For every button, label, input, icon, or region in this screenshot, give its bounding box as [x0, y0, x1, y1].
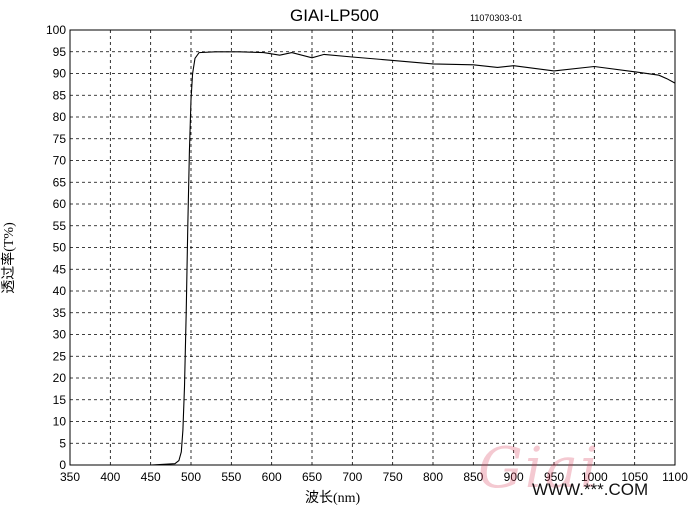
grid-lines	[70, 30, 675, 465]
x-tick-label: 1000	[581, 470, 608, 484]
watermark-logo: Giai	[478, 436, 600, 501]
y-tick-label: 85	[53, 88, 67, 102]
y-tick-label: 40	[53, 284, 67, 298]
y-tick-label: 75	[53, 132, 67, 146]
y-axis-label: 透过率(T%)	[2, 222, 17, 294]
x-tick-label: 500	[181, 470, 201, 484]
y-tick-label: 30	[53, 328, 67, 342]
x-tick-label: 900	[504, 470, 524, 484]
y-tick-label: 35	[53, 306, 67, 320]
x-tick-label: 700	[342, 470, 362, 484]
y-tick-label: 90	[53, 67, 67, 81]
x-tick-labels: 350 400 450 500 550 600 650 700 750 800 850 900 950 1…	[60, 470, 688, 484]
y-tick-label: 50	[53, 241, 67, 255]
y-tick-label: 60	[53, 197, 67, 211]
y-tick-label: 25	[53, 349, 67, 363]
x-tick-label: 800	[423, 470, 443, 484]
x-tick-label: 1050	[621, 470, 648, 484]
y-tick-label: 45	[53, 262, 67, 276]
chart-code: 11070303-01	[470, 13, 523, 23]
y-tick-label: 20	[53, 371, 67, 385]
chart-title: GIAI-LP500	[290, 6, 379, 25]
transmission-series-line	[70, 51, 676, 466]
x-tick-label: 750	[383, 470, 403, 484]
x-tick-label: 600	[262, 470, 282, 484]
y-tick-label: 10	[53, 415, 67, 429]
watermark-url: WWW.***.COM	[532, 480, 649, 499]
y-tick-label: 95	[53, 45, 67, 59]
y-tick-label: 55	[53, 219, 67, 233]
y-tick-label: 70	[53, 154, 67, 168]
x-axis-label: 波长(nm)	[305, 491, 361, 506]
x-tick-label: 850	[463, 470, 483, 484]
x-tick-label: 1100	[662, 470, 688, 484]
y-tick-label: 0	[59, 458, 66, 472]
x-tick-label: 550	[221, 470, 241, 484]
x-tick-label: 950	[544, 470, 564, 484]
x-tick-label: 400	[100, 470, 120, 484]
y-tick-label: 80	[53, 110, 67, 124]
y-tick-label: 5	[59, 436, 66, 450]
plot-frame	[69, 29, 676, 466]
x-tick-label: 350	[60, 470, 80, 484]
y-tick-label: 100	[46, 23, 66, 37]
x-tick-label: 450	[141, 470, 161, 484]
y-tick-labels: 0 5 10 15 20 25 30 35 40 45 50 55 60 65 70 75 80 85 90 95 10…	[46, 23, 66, 472]
y-tick-label: 15	[53, 393, 67, 407]
y-tick-label: 65	[53, 175, 67, 189]
x-tick-label: 650	[302, 470, 322, 484]
